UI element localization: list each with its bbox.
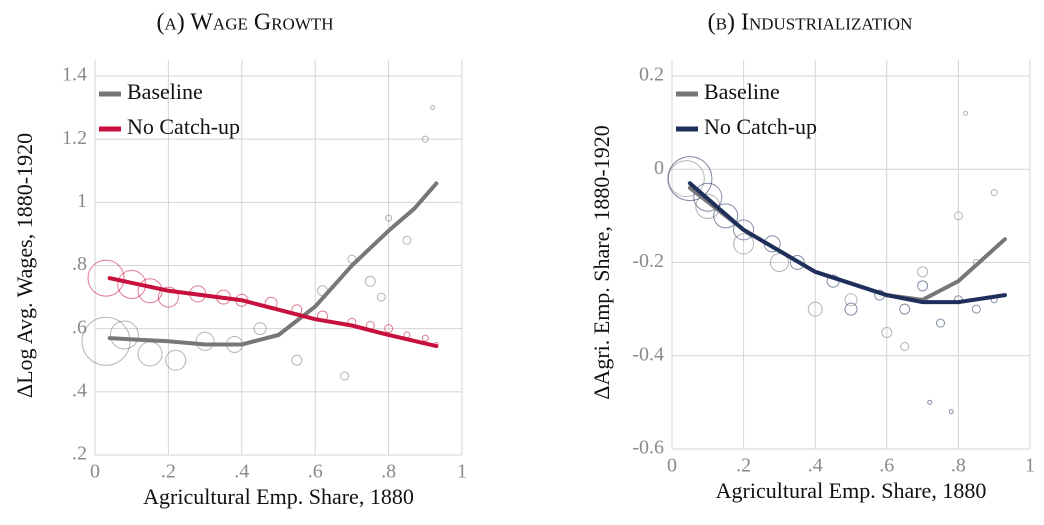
x-tick-label: 1 <box>1025 455 1035 477</box>
bubble <box>899 303 911 315</box>
fit-line <box>107 181 439 347</box>
bubble <box>376 292 386 302</box>
bubble <box>157 286 179 308</box>
bubble <box>364 275 376 287</box>
bubble <box>340 371 350 381</box>
bubble <box>165 349 187 371</box>
fit-line <box>107 276 439 349</box>
bubble <box>844 302 858 316</box>
y-axis-label: ΔAgri. Emp. Share, 1880-1920 <box>589 125 614 399</box>
panel-title: (a) Wage Growth <box>156 10 333 36</box>
bubble <box>713 203 739 229</box>
legend-label: Baseline <box>704 79 780 104</box>
bubble <box>963 110 969 116</box>
x-tick-label: .2 <box>736 455 751 477</box>
bubble <box>421 334 429 342</box>
y-tick-label: -0.6 <box>632 437 664 459</box>
y-tick-label: .6 <box>72 316 87 338</box>
bubble <box>384 324 394 334</box>
bubble <box>195 331 215 351</box>
bubble <box>667 156 713 202</box>
bubble <box>385 214 393 222</box>
y-tick-label: .4 <box>72 379 87 401</box>
bubble <box>990 189 998 197</box>
y-tick-label: 0 <box>654 157 664 179</box>
y-tick-label: .8 <box>72 253 87 275</box>
legend-label: No Catch-up <box>127 114 240 139</box>
x-axis-label: Agricultural Emp. Share, 1880 <box>143 484 414 509</box>
bubble <box>81 316 131 366</box>
y-axis-label: ΔLog Avg. Wages, 1880-1920 <box>12 133 37 398</box>
legend-label: Baseline <box>127 79 203 104</box>
x-tick-label: 1 <box>457 461 467 483</box>
y-tick-label: 0.2 <box>639 64 664 86</box>
bubble <box>900 341 910 351</box>
bubble <box>936 318 945 328</box>
panel-title: (b) Industrialization <box>708 10 913 36</box>
bubble <box>917 266 929 278</box>
bubble <box>291 354 303 366</box>
legend-label: No Catch-up <box>704 114 817 139</box>
y-tick-label: 1 <box>77 190 87 212</box>
bubble <box>733 219 755 241</box>
bubble <box>421 135 429 143</box>
x-tick-label: .2 <box>161 461 176 483</box>
bubble <box>87 259 125 297</box>
x-tick-label: .8 <box>951 455 966 477</box>
bubble <box>971 304 981 314</box>
bubble <box>789 255 805 270</box>
y-tick-label: .2 <box>72 443 87 465</box>
bubble <box>693 182 723 212</box>
y-tick-label: -0.2 <box>632 250 664 272</box>
x-tick-label: .4 <box>808 455 823 477</box>
x-tick-label: .6 <box>879 455 894 477</box>
bubble <box>844 293 858 307</box>
bubble <box>953 211 963 221</box>
fit-line <box>687 181 1007 305</box>
bubble <box>917 280 929 292</box>
bubble <box>402 235 412 245</box>
x-tick-label: .6 <box>308 461 323 483</box>
bubble <box>769 253 789 272</box>
bubble <box>430 105 436 111</box>
y-tick-label: 1.2 <box>62 127 87 149</box>
bubble <box>807 301 823 317</box>
x-tick-label: 0 <box>90 461 100 483</box>
y-tick-label: 1.4 <box>62 64 87 86</box>
bubble <box>948 409 954 415</box>
bubble <box>927 399 933 405</box>
x-tick-label: .4 <box>234 461 249 483</box>
bubble <box>253 322 267 336</box>
x-tick-label: 0 <box>667 455 677 477</box>
bubble <box>109 320 139 350</box>
x-tick-label: .8 <box>381 461 396 483</box>
x-axis-label: Agricultural Emp. Share, 1880 <box>716 478 987 503</box>
bubble <box>733 233 755 255</box>
y-tick-label: -0.4 <box>632 343 664 365</box>
bubble <box>137 341 163 367</box>
bubble <box>881 326 893 338</box>
